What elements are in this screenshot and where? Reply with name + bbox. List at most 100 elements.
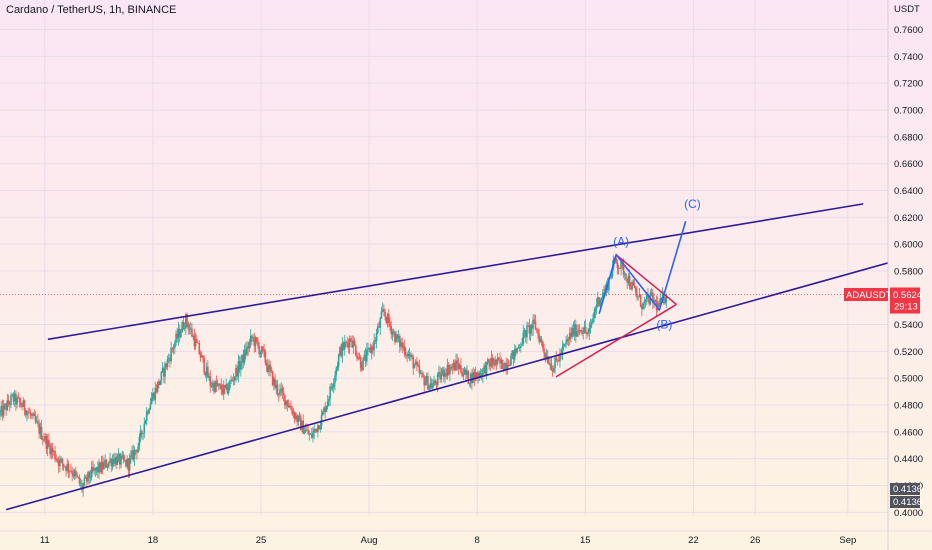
- candle-body: [608, 277, 610, 291]
- y-tick-label: 0.5000: [894, 374, 923, 385]
- candle-body: [500, 359, 503, 364]
- candle-body: [121, 455, 124, 457]
- candle-body: [32, 413, 34, 416]
- candle-body: [566, 339, 569, 342]
- wave-path[interactable]: [598, 221, 687, 315]
- candle-body: [111, 459, 114, 467]
- candle-body: [538, 334, 540, 343]
- candle-body: [144, 420, 147, 424]
- x-tick-label: Aug: [361, 535, 378, 546]
- candle-body: [483, 365, 485, 369]
- candle-body: [156, 381, 159, 392]
- candle-body: [433, 380, 435, 386]
- candle-body: [643, 301, 646, 303]
- lower-price-badge: [890, 496, 920, 508]
- candle-body: [477, 372, 479, 377]
- candle-body: [279, 389, 281, 395]
- candle-body: [304, 429, 307, 432]
- candle-body: [138, 436, 141, 447]
- candle-body: [626, 279, 628, 283]
- candle-body: [456, 360, 459, 365]
- candle-body: [13, 393, 16, 402]
- candle-body: [444, 373, 446, 377]
- x-tick-label: 8: [475, 535, 480, 546]
- candle-body: [348, 338, 351, 348]
- candle-body: [335, 368, 338, 376]
- candle-body: [401, 342, 404, 348]
- candle-body: [30, 415, 33, 417]
- candle-body: [61, 458, 64, 464]
- candle-body: [421, 373, 423, 374]
- candle-body: [594, 308, 597, 312]
- candle-body: [634, 288, 637, 293]
- candle-body: [192, 335, 194, 337]
- candle-body: [236, 367, 238, 377]
- channel-lower-line[interactable]: [5, 262, 888, 511]
- candle-body: [490, 357, 493, 367]
- candle-body: [166, 359, 169, 367]
- candle-body: [568, 332, 571, 340]
- channel-upper-line[interactable]: [47, 203, 864, 341]
- triangle-lower-line[interactable]: [555, 303, 677, 378]
- candle-body: [600, 298, 603, 301]
- candle-body: [454, 362, 456, 371]
- candle-body: [330, 386, 333, 389]
- candle-body: [88, 471, 91, 478]
- candle-body: [440, 374, 443, 380]
- candle-body: [457, 364, 460, 369]
- y-tick-label: 0.4800: [894, 401, 923, 412]
- candle-body: [62, 463, 65, 467]
- triangle-upper-line[interactable]: [615, 254, 677, 306]
- x-tick-label: 11: [40, 535, 50, 546]
- candle-body: [230, 379, 232, 382]
- candle-body: [46, 439, 49, 449]
- candle-body: [430, 383, 433, 389]
- candle-body: [334, 375, 336, 384]
- candle-body: [495, 359, 498, 364]
- candle-body: [345, 341, 347, 343]
- candle-body: [549, 363, 551, 365]
- candle-body: [429, 383, 432, 386]
- y-tick-label: 0.7200: [894, 79, 923, 90]
- candle-body: [313, 429, 316, 433]
- candle-body: [611, 267, 614, 277]
- candle-body: [77, 476, 80, 478]
- candle-body: [15, 393, 17, 405]
- candle-body: [394, 331, 396, 343]
- candle-body: [286, 400, 289, 406]
- candle-body: [163, 367, 165, 377]
- candle-body: [282, 392, 285, 395]
- candle-body: [446, 364, 449, 376]
- candle-body: [576, 331, 578, 337]
- candle-body: [200, 355, 203, 358]
- candle-body: [110, 459, 113, 467]
- candle-body: [628, 276, 631, 287]
- candle-body: [441, 369, 444, 375]
- candle-body: [258, 345, 260, 355]
- candle-body: [34, 415, 37, 422]
- candle-body: [513, 348, 516, 360]
- candle-body: [469, 373, 472, 384]
- candle-body: [254, 337, 257, 347]
- candle-body: [406, 354, 408, 357]
- candle-body: [33, 413, 36, 416]
- candle-body: [298, 415, 301, 418]
- y-tick-label: 0.6200: [894, 213, 923, 224]
- candle-body: [120, 455, 122, 465]
- candle-body: [550, 363, 553, 371]
- candle-body: [543, 348, 545, 354]
- candle-body: [22, 400, 25, 407]
- candle-body: [554, 357, 556, 369]
- candle-body: [40, 426, 43, 440]
- candle-body: [438, 372, 440, 374]
- candle-body: [0, 412, 1, 416]
- candle-body: [265, 362, 268, 366]
- candle-body: [10, 395, 12, 405]
- candle-body: [412, 357, 415, 369]
- candle-body: [521, 344, 523, 346]
- candle-body: [384, 311, 386, 317]
- candle-body: [253, 337, 256, 347]
- candle-body: [295, 415, 297, 419]
- candle-body: [439, 372, 441, 380]
